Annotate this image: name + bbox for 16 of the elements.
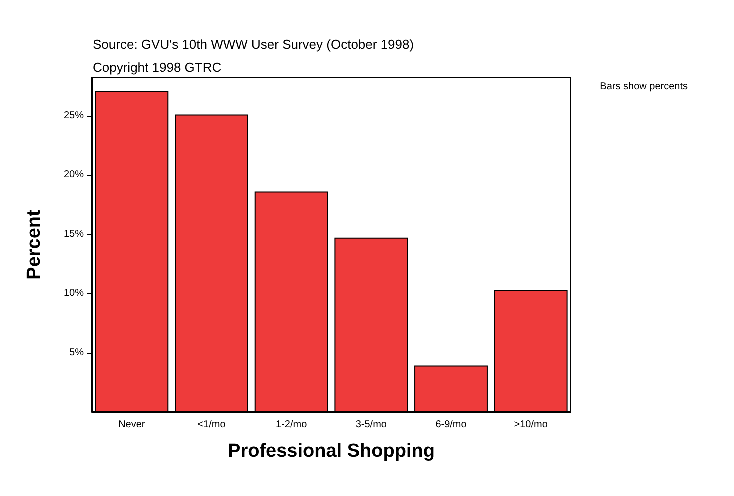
- y-tick-label: 5%: [70, 347, 84, 358]
- x-tick-label: 6-9/mo: [436, 420, 468, 430]
- x-tick-label: 1-2/mo: [276, 420, 308, 430]
- y-tick-label: 20%: [64, 170, 84, 181]
- y-tick-label: 10%: [64, 288, 84, 300]
- x-tick-label: 3-5/mo: [356, 420, 388, 430]
- y-tick-label: 25%: [64, 110, 84, 122]
- x-tick-label: <1/mo: [198, 420, 226, 430]
- y-tick-label: 15%: [64, 228, 84, 240]
- x-axis-title: Professional Shopping: [228, 441, 435, 462]
- chart-subtitle: Copyright 1998 GTRC: [93, 60, 222, 75]
- chart-title: Source: GVU's 10th WWW User Survey (October 1998): [93, 37, 414, 52]
- y-axis-title: Percent: [24, 209, 45, 280]
- x-tick-label: Never: [118, 420, 146, 430]
- text: Bars show percents: [600, 82, 688, 92]
- x-tick-label: >10/mo: [514, 420, 548, 430]
